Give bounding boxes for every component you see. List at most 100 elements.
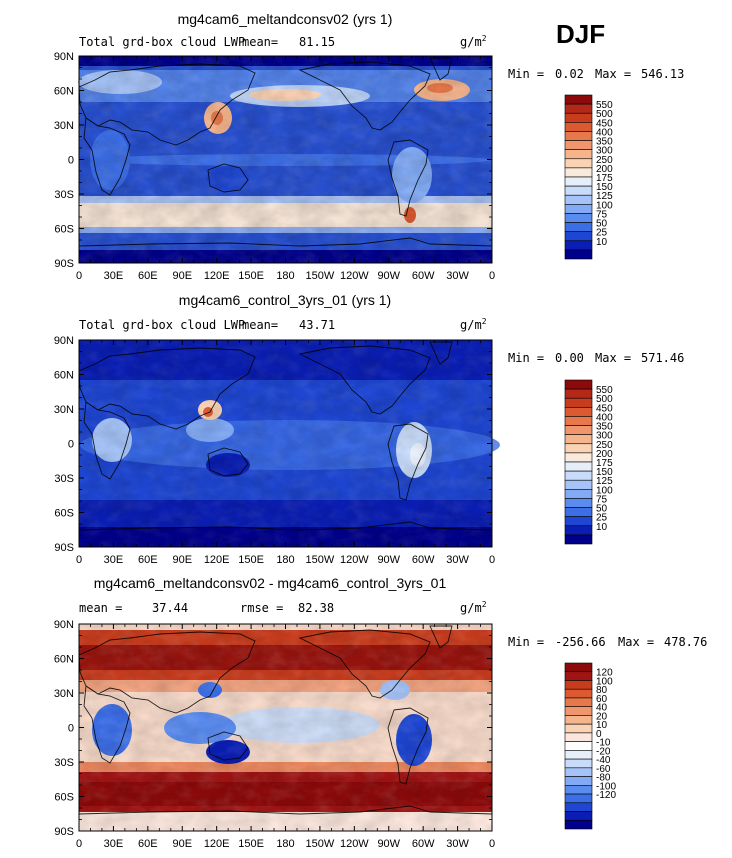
x-tick-label: 60W	[412, 838, 435, 850]
y-tick-label: 30S	[54, 189, 74, 201]
panel-1-max-value: 546.13	[641, 67, 684, 81]
x-tick-label: 60E	[138, 838, 158, 850]
colorbar-label: 120	[596, 668, 613, 679]
x-tick-label: 120W	[340, 554, 369, 566]
colorbar-box	[564, 507, 593, 517]
colorbar-label: 150	[596, 467, 613, 478]
coast-africa	[83, 401, 131, 480]
coast-africa	[83, 685, 131, 764]
y-tick-label: 0	[68, 439, 74, 451]
colorbar-box	[564, 240, 593, 251]
x-tick-label: 0	[76, 554, 82, 566]
coast-antarctica	[78, 237, 493, 247]
y-tick-label: 30N	[54, 120, 74, 132]
panel-2: mg4cam6_control_3yrs_01 (yrs 1) Total gr…	[54, 292, 685, 566]
x-tick-label: 60E	[138, 554, 158, 566]
colorbar-box	[564, 149, 593, 160]
panel-2-title: mg4cam6_control_3yrs_01 (yrs 1)	[179, 292, 391, 308]
colorbar-box	[564, 434, 593, 445]
colorbar-box	[564, 94, 593, 105]
x-tick-label: 180	[276, 554, 294, 566]
panel-3-min-label: Min =	[508, 635, 544, 649]
panel-3-texture-light	[79, 624, 492, 831]
colorbar-label: 25	[596, 228, 608, 239]
coast-africa	[83, 117, 131, 196]
y-tick-label: 30N	[54, 404, 74, 416]
colorbar-label: 0	[596, 729, 602, 740]
colorbar-box	[564, 122, 593, 132]
colorbar-label: -80	[596, 773, 611, 784]
panel-2-texture-light	[79, 340, 492, 547]
x-tick-label: 30E	[104, 838, 124, 850]
coast-eurasia	[78, 347, 256, 430]
colorbar-label: 550	[596, 385, 613, 396]
colorbar-box	[564, 407, 593, 417]
colorbar-box	[564, 758, 593, 769]
coast-eurasia	[78, 63, 256, 146]
panel-1: mg4cam6_meltandconsv02 (yrs 1) Total grd…	[54, 11, 685, 282]
x-tick-label: 150E	[238, 554, 264, 566]
colorbar-box	[564, 680, 593, 690]
coast-south-america	[387, 423, 429, 501]
panel-1-max-label: Max =	[595, 67, 631, 81]
colorbar-box	[564, 525, 593, 536]
coast-north-america	[298, 345, 431, 415]
y-tick-label: 0	[68, 155, 74, 167]
colorbar-box	[564, 397, 593, 408]
coast-antarctica	[78, 521, 493, 531]
colorbar-label: 500	[596, 394, 613, 405]
panel-3-mean-value: 37.44	[152, 601, 188, 615]
colorbar-box	[564, 194, 593, 205]
x-tick-label: 120E	[204, 838, 230, 850]
x-tick-label: 180	[276, 270, 294, 282]
colorbar-box	[564, 819, 593, 830]
x-tick-label: 180	[276, 838, 294, 850]
coast-north-america	[298, 61, 431, 131]
colorbar-box	[564, 785, 593, 795]
colorbar-label: 10	[596, 522, 608, 533]
panel-2-min-label: Min =	[508, 351, 544, 365]
coast-australia	[207, 731, 249, 761]
coast-south-america	[387, 707, 429, 785]
x-tick-label: 90E	[172, 270, 192, 282]
y-tick-label: 90N	[54, 51, 74, 63]
colorbar-box	[564, 723, 593, 734]
colorbar-box	[564, 222, 593, 232]
season-label: DJF	[556, 19, 605, 49]
y-tick-label: 90N	[54, 619, 74, 631]
x-tick-label: 90W	[377, 554, 400, 566]
panel-1-field-label: Total grd-box cloud LWP	[79, 35, 245, 49]
panel-2-field-label: Total grd-box cloud LWP	[79, 318, 245, 332]
colorbar-label: 25	[596, 513, 608, 524]
x-tick-label: 0	[489, 270, 495, 282]
colorbar-box	[564, 112, 593, 123]
coast-antarctica	[78, 805, 493, 815]
colorbar-box	[564, 131, 593, 141]
colorbar-label: 250	[596, 155, 613, 166]
x-tick-label: 120E	[204, 270, 230, 282]
x-tick-label: 120W	[340, 270, 369, 282]
x-tick-label: 90W	[377, 270, 400, 282]
panel-2-units: g/m2	[460, 317, 487, 332]
panel-3-coastlines	[78, 625, 493, 815]
panel-2-colorbar: 5505004504003503002502001751501251007550…	[564, 379, 613, 545]
colorbar-box	[564, 767, 593, 777]
colorbar-box	[564, 416, 593, 426]
panel-3-max-value: 478.76	[664, 635, 707, 649]
colorbar-box	[564, 741, 593, 751]
colorbar-box	[564, 750, 593, 760]
x-tick-label: 60E	[138, 270, 158, 282]
colorbar-label: 250	[596, 440, 613, 451]
panel-3-title: mg4cam6_meltandconsv02 - mg4cam6_control…	[94, 575, 447, 591]
colorbar-label: 75	[596, 494, 608, 505]
panel-1-mean-label: mean=	[242, 35, 278, 49]
coast-north-america	[298, 629, 431, 699]
panel-2-coastlines	[78, 341, 493, 531]
colorbar-label: 450	[596, 403, 613, 414]
x-tick-label: 30W	[446, 838, 469, 850]
colorbar-label: 350	[596, 422, 613, 433]
colorbar-box	[564, 461, 593, 472]
y-tick-label: 60S	[54, 508, 74, 520]
x-tick-label: 90E	[172, 554, 192, 566]
colorbar-label: -20	[596, 746, 611, 757]
